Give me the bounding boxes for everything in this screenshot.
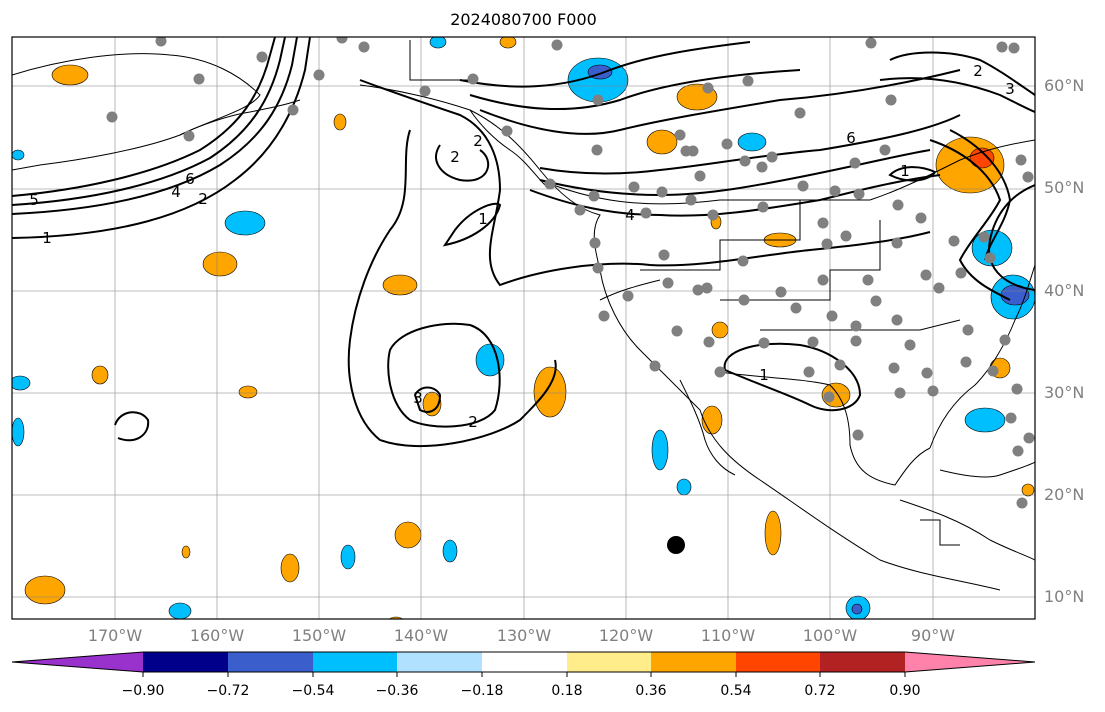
colorbar-segment xyxy=(313,652,397,672)
colorbar-tick-label: −0.54 xyxy=(291,683,335,699)
colorbar-tick-label: −0.90 xyxy=(121,683,165,699)
contour-label: 3 xyxy=(413,389,423,407)
colorbar-tick-label: 0.36 xyxy=(635,683,667,699)
colorbar-tick-label: 0.90 xyxy=(889,683,921,699)
lat-label: 60°N xyxy=(1044,76,1085,95)
contour-labels: 5 6 4 2 1 2 1 3 2 2 4 6 1 1 2 3 xyxy=(29,62,1015,431)
colorbar-segment xyxy=(143,652,228,672)
contour-label: 2 xyxy=(198,190,208,208)
colorbar-tick-label: −0.36 xyxy=(375,683,419,699)
contour-label: 3 xyxy=(1005,80,1015,98)
lon-label: 160°W xyxy=(189,626,245,645)
colorbar-segment xyxy=(397,652,482,672)
lat-label: 10°N xyxy=(1044,587,1085,606)
station-markers xyxy=(106,37,1035,509)
contour-lines xyxy=(12,37,1035,448)
contour-label: 6 xyxy=(185,170,195,188)
contour-label: 4 xyxy=(625,206,635,224)
colorbar-segment xyxy=(482,652,567,672)
lon-label: 140°W xyxy=(393,626,449,645)
contour-label: 2 xyxy=(468,413,478,431)
lon-label: 110°W xyxy=(700,626,756,645)
colorbar-segment xyxy=(651,652,736,672)
lat-label: 20°N xyxy=(1044,485,1085,504)
colorbar-tick-label: 0.18 xyxy=(551,683,583,699)
colorbar-tick-label: 0.54 xyxy=(720,683,752,699)
lon-label: 100°W xyxy=(802,626,858,645)
lon-label: 120°W xyxy=(598,626,654,645)
contour-label: 5 xyxy=(29,191,39,209)
colorbar-extend-high xyxy=(905,652,1035,672)
contour-label: 2 xyxy=(473,132,483,150)
lon-label: 90°W xyxy=(910,626,956,645)
lat-label: 50°N xyxy=(1044,178,1085,197)
lon-label: 130°W xyxy=(496,626,552,645)
contour-label: 1 xyxy=(42,229,52,247)
highlight-point-marker xyxy=(667,536,685,554)
contour-label: 2 xyxy=(450,148,460,166)
plot-frame xyxy=(11,36,1036,620)
contour-label: 2 xyxy=(973,62,983,80)
lat-label: 30°N xyxy=(1044,383,1085,402)
contour-label: 1 xyxy=(478,210,488,228)
lon-label: 170°W xyxy=(87,626,143,645)
colorbar-segment xyxy=(820,652,905,672)
contour-label: 4 xyxy=(171,183,181,201)
contour-label: 6 xyxy=(846,129,856,147)
contour-label: 1 xyxy=(759,366,769,384)
lat-label: 40°N xyxy=(1044,281,1085,300)
colorbar-tick-label: 0.72 xyxy=(804,683,836,699)
colorbar-extend-low xyxy=(12,652,143,672)
colorbar-segment xyxy=(228,652,313,672)
coastlines xyxy=(12,40,1035,591)
shaded-field xyxy=(12,37,1035,619)
colorbar-segment xyxy=(567,652,651,672)
colorbar-tick-label: −0.72 xyxy=(206,683,250,699)
lon-label: 150°W xyxy=(291,626,347,645)
colorbar xyxy=(11,651,1036,677)
colorbar-tick-label: −0.18 xyxy=(460,683,504,699)
colorbar-segment xyxy=(736,652,820,672)
map-title: 2024080700 F000 xyxy=(450,10,597,29)
contour-label: 1 xyxy=(900,162,910,180)
